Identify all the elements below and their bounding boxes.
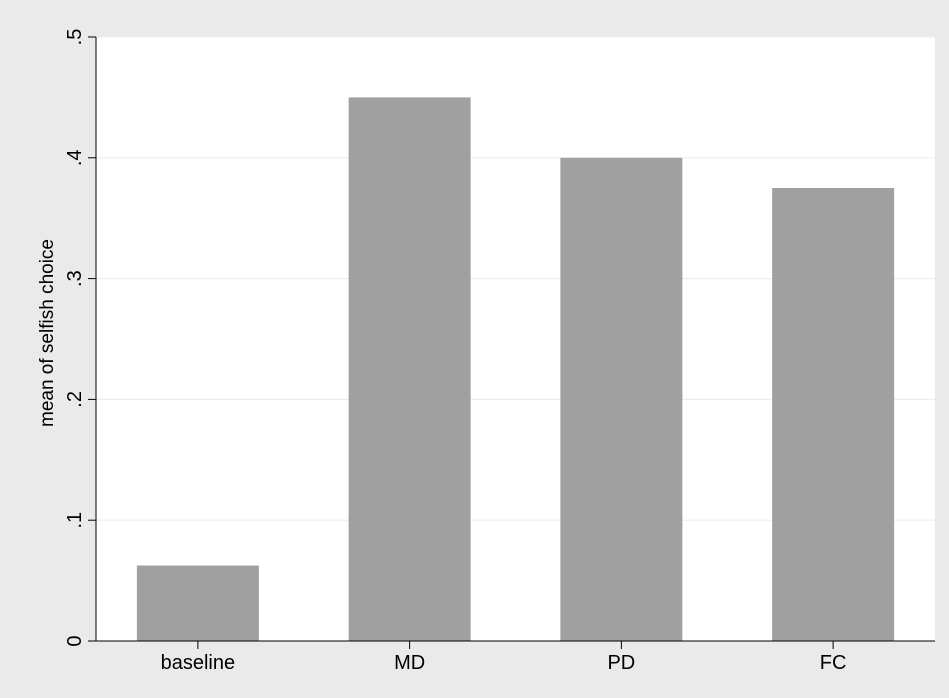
bar-fc (772, 188, 895, 641)
bars (136, 97, 895, 642)
y-tick-label: .3 (64, 270, 86, 287)
x-tick-label: MD (394, 652, 425, 674)
y-axis-ticks: 0 .1 .2 .3 .4 .5 (64, 29, 96, 647)
y-tick-label: .2 (64, 391, 86, 408)
bar-baseline (136, 565, 259, 641)
bar-pd (560, 157, 683, 642)
x-tick-label: PD (607, 652, 635, 674)
x-tick-label: FC (820, 652, 847, 674)
x-axis-ticks: baseline MD PD FC (161, 641, 847, 674)
y-tick-label: .5 (64, 29, 86, 46)
bar-md (348, 97, 471, 641)
y-tick-label: .1 (64, 512, 86, 529)
y-axis-title: mean of selfish choice (37, 239, 58, 427)
x-tick-label: baseline (161, 652, 236, 674)
y-tick-label: .4 (64, 149, 86, 166)
y-tick-label: 0 (64, 635, 86, 646)
